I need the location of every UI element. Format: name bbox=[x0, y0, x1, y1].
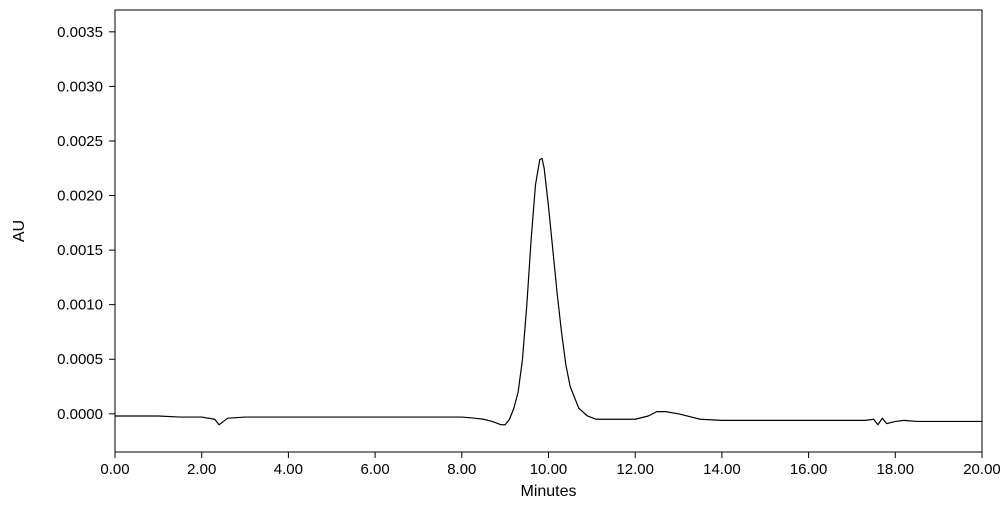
y-tick-label: 0.0020 bbox=[57, 188, 103, 205]
x-tick-label: 6.00 bbox=[360, 461, 389, 478]
y-tick-label: 0.0030 bbox=[57, 78, 103, 95]
x-tick-label: 14.00 bbox=[703, 461, 741, 478]
x-tick-label: 0.00 bbox=[100, 461, 129, 478]
x-tick-label: 10.00 bbox=[530, 461, 568, 478]
x-axis-label: Minutes bbox=[520, 483, 576, 500]
y-tick-label: 0.0000 bbox=[57, 406, 103, 423]
y-tick-label: 0.0010 bbox=[57, 297, 103, 314]
y-axis-label: AU bbox=[11, 220, 28, 242]
x-tick-label: 8.00 bbox=[447, 461, 476, 478]
x-tick-label: 4.00 bbox=[274, 461, 303, 478]
y-tick-label: 0.0015 bbox=[57, 242, 103, 259]
x-tick-label: 2.00 bbox=[187, 461, 216, 478]
chart-svg: 0.00 2.00 4.00 6.00 8.00 10.00 12.00 14.00 16.00… bbox=[0, 0, 1000, 516]
x-tick-label: 16.00 bbox=[790, 461, 828, 478]
x-tick-label: 20.00 bbox=[963, 461, 1000, 478]
y-tick-label: 0.0025 bbox=[57, 133, 103, 150]
chromatogram-chart: 0.00 2.00 4.00 6.00 8.00 10.00 12.00 14.00 16.00… bbox=[0, 0, 1000, 516]
x-tick-label: 18.00 bbox=[877, 461, 915, 478]
x-tick-label: 12.00 bbox=[616, 461, 654, 478]
y-tick-label: 0.0035 bbox=[57, 24, 103, 41]
y-tick-label: 0.0005 bbox=[57, 351, 103, 368]
